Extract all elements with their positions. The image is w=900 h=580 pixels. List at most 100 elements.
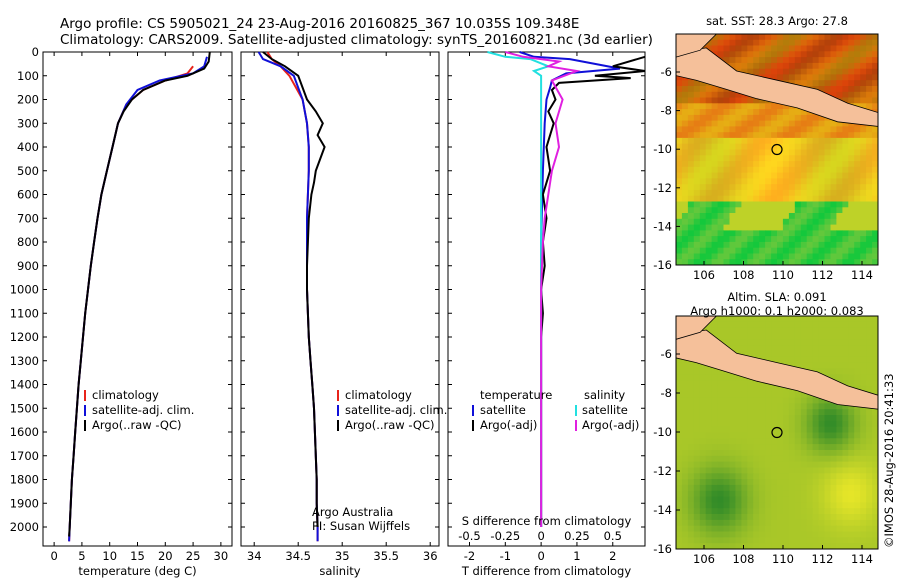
map-cell — [771, 490, 778, 498]
map-cell — [806, 397, 814, 404]
map-cell — [842, 345, 849, 352]
map-cell — [676, 432, 683, 439]
map-cell — [800, 80, 808, 87]
map-cell — [729, 327, 736, 334]
map-cell — [771, 253, 778, 260]
map-cell — [800, 525, 808, 532]
map-cell — [848, 45, 855, 52]
map-cell — [747, 415, 754, 422]
map-cell — [705, 149, 713, 156]
map-cell — [771, 327, 778, 334]
map-cell — [854, 126, 861, 133]
map-cell — [687, 161, 695, 168]
map-cell — [735, 259, 742, 266]
map-cell — [747, 218, 754, 226]
map-cell — [717, 368, 724, 375]
map-cell — [866, 467, 873, 474]
map-cell — [729, 149, 736, 156]
map-cell — [693, 241, 701, 249]
depth-tick-label: 300 — [17, 116, 39, 130]
map-cell — [735, 508, 742, 515]
map-cell — [759, 195, 766, 202]
map-cell — [824, 531, 831, 538]
map-cell — [794, 39, 802, 47]
map-cell — [854, 184, 861, 191]
map-cell — [800, 537, 808, 544]
map-cell — [854, 143, 861, 150]
map-cell — [687, 97, 695, 104]
map-cell — [824, 34, 831, 41]
map-cell — [777, 508, 784, 515]
map-cell — [765, 109, 772, 116]
map-cell — [872, 339, 879, 346]
map-cell — [765, 490, 772, 498]
map-cell — [747, 350, 754, 358]
map-cell — [777, 316, 784, 323]
map-cell — [676, 356, 683, 364]
map-cell — [676, 508, 683, 515]
map-cell — [681, 178, 689, 185]
map-cell — [836, 420, 843, 428]
map-cell — [729, 236, 736, 243]
map-cell — [860, 537, 867, 544]
map-cell — [818, 490, 825, 498]
map-cell — [872, 316, 879, 323]
map-cell — [836, 218, 843, 226]
map-cell — [735, 51, 742, 58]
series-line-3 — [262, 51, 326, 528]
map-cell — [729, 189, 736, 197]
map-cell — [741, 189, 748, 197]
map-cell — [836, 259, 843, 266]
map-cell — [747, 213, 754, 220]
map-cell — [794, 432, 802, 439]
map-cell — [699, 178, 707, 185]
map-cell — [794, 508, 802, 515]
x-tick-label: 1 — [573, 549, 580, 563]
map-cell — [711, 39, 718, 47]
map-cell — [693, 496, 701, 503]
map-cell — [741, 333, 748, 340]
map-cell — [788, 259, 796, 266]
map-cell — [872, 57, 879, 64]
map-cell — [735, 432, 742, 439]
map-cell — [693, 415, 701, 422]
map-cell — [681, 525, 689, 532]
map-cell — [711, 321, 718, 329]
map-cell — [824, 230, 831, 237]
map-cell — [836, 461, 843, 468]
map-cell — [836, 426, 843, 433]
map-cell — [717, 236, 724, 243]
map-cell — [765, 432, 772, 439]
map-cell — [723, 224, 730, 231]
map-cell — [705, 502, 713, 509]
map-cell — [681, 391, 689, 398]
map-cell — [681, 380, 689, 387]
map-cell — [788, 356, 796, 364]
map-cell — [806, 316, 814, 323]
map-cell — [866, 333, 873, 340]
map-cell — [824, 490, 831, 498]
map-cell — [747, 224, 754, 231]
map-cell — [717, 213, 724, 220]
map-cell — [723, 508, 730, 515]
map-cell — [705, 415, 713, 422]
map-cell — [854, 68, 861, 75]
map-cell — [741, 450, 748, 457]
map-cell — [842, 80, 849, 87]
map-cell — [866, 103, 873, 110]
map-cell — [729, 62, 736, 70]
map-cell — [806, 51, 814, 58]
map-cell — [693, 479, 701, 486]
map-cell — [729, 339, 736, 346]
map-cell — [800, 253, 808, 260]
map-cell — [741, 543, 748, 550]
map-cell — [866, 356, 873, 364]
map-cell — [759, 345, 766, 352]
map-cell — [818, 426, 825, 433]
map-cell — [765, 241, 772, 249]
map-cell — [800, 409, 808, 416]
map-cell — [872, 519, 879, 527]
map-cell — [818, 321, 825, 329]
map-cell — [705, 114, 713, 122]
map-cell — [836, 224, 843, 231]
